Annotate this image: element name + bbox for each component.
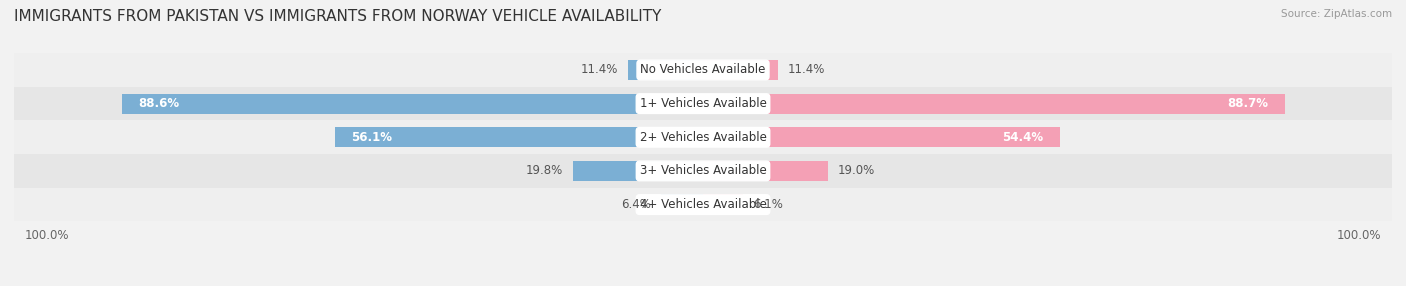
Bar (703, 161, 828, 181)
Text: 11.4%: 11.4% (581, 63, 619, 76)
Bar (0, 188, 1406, 221)
Text: 4+ Vehicles Available: 4+ Vehicles Available (640, 198, 766, 211)
Text: 11.4%: 11.4% (787, 63, 825, 76)
Text: 2+ Vehicles Available: 2+ Vehicles Available (640, 131, 766, 144)
Text: 19.8%: 19.8% (526, 164, 564, 177)
Bar (335, 127, 703, 147)
Bar (703, 60, 778, 80)
Bar (0, 53, 1406, 87)
Bar (122, 94, 703, 114)
Text: 54.4%: 54.4% (1002, 131, 1043, 144)
Text: IMMIGRANTS FROM PAKISTAN VS IMMIGRANTS FROM NORWAY VEHICLE AVAILABILITY: IMMIGRANTS FROM PAKISTAN VS IMMIGRANTS F… (14, 9, 661, 23)
Bar (703, 194, 742, 215)
Text: 56.1%: 56.1% (352, 131, 392, 144)
Text: 6.1%: 6.1% (752, 198, 783, 211)
Text: 1+ Vehicles Available: 1+ Vehicles Available (640, 97, 766, 110)
Bar (0, 87, 1406, 120)
Text: 88.6%: 88.6% (138, 97, 179, 110)
Text: 6.4%: 6.4% (621, 198, 651, 211)
Text: 88.7%: 88.7% (1227, 97, 1268, 110)
Legend: Immigrants from Pakistan, Immigrants from Norway: Immigrants from Pakistan, Immigrants fro… (522, 284, 884, 286)
Text: No Vehicles Available: No Vehicles Available (640, 63, 766, 76)
Bar (574, 161, 703, 181)
Bar (0, 154, 1406, 188)
Text: 3+ Vehicles Available: 3+ Vehicles Available (640, 164, 766, 177)
Bar (0, 120, 1406, 154)
Text: Source: ZipAtlas.com: Source: ZipAtlas.com (1281, 9, 1392, 19)
Bar (703, 94, 1285, 114)
Bar (703, 127, 1060, 147)
Text: 19.0%: 19.0% (838, 164, 875, 177)
Bar (628, 60, 703, 80)
Bar (661, 194, 703, 215)
